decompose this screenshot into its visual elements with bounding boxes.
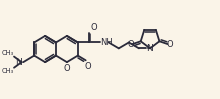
Text: O: O bbox=[91, 23, 97, 32]
Text: CH₃: CH₃ bbox=[1, 68, 14, 74]
Text: O: O bbox=[127, 40, 134, 49]
Text: O: O bbox=[64, 64, 70, 73]
Text: O: O bbox=[84, 62, 91, 71]
Text: N: N bbox=[16, 58, 22, 67]
Text: NH: NH bbox=[100, 38, 113, 47]
Text: O: O bbox=[167, 40, 173, 49]
Text: CH₃: CH₃ bbox=[1, 50, 14, 56]
Text: N: N bbox=[146, 44, 153, 53]
